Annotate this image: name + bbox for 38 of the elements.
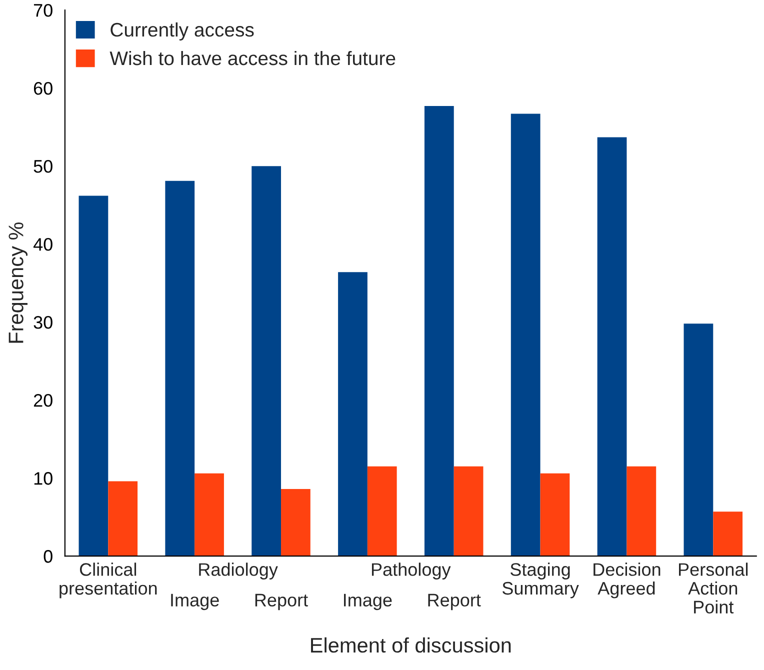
x-tick-label: Report bbox=[255, 594, 308, 610]
x-tick-label: Staging Summary bbox=[502, 562, 579, 598]
bar bbox=[281, 489, 310, 556]
y-tick-label: 70 bbox=[34, 4, 52, 17]
bar bbox=[713, 512, 743, 556]
y-tick-label: 30 bbox=[34, 316, 52, 329]
bar bbox=[108, 481, 138, 556]
bar bbox=[252, 166, 282, 556]
legend-label: Currently access bbox=[110, 22, 254, 41]
bar bbox=[510, 114, 540, 556]
bar bbox=[367, 466, 397, 556]
x-axis-title: Element of discussion bbox=[311, 637, 511, 653]
x-tick-label: Image bbox=[344, 594, 392, 610]
y-tick-label: 40 bbox=[33, 238, 52, 251]
bar bbox=[338, 272, 368, 556]
text: Pathology bbox=[372, 562, 451, 580]
bar bbox=[684, 324, 714, 556]
x-tick-label: Report bbox=[428, 594, 481, 610]
bar bbox=[424, 106, 454, 556]
text: Radiology bbox=[199, 562, 278, 580]
bar bbox=[540, 473, 570, 556]
y-tick-label: 0 bbox=[44, 550, 52, 563]
y-tick-label: 10 bbox=[34, 472, 52, 485]
bar bbox=[78, 196, 108, 556]
y-tick-label: 20 bbox=[34, 394, 52, 407]
x-tick-label: Image bbox=[171, 594, 219, 610]
y-tick-label: 50 bbox=[34, 160, 52, 173]
x-tick-label: Personal Action Point bbox=[679, 562, 748, 614]
bar bbox=[194, 473, 224, 556]
bar bbox=[626, 466, 656, 556]
bar bbox=[165, 180, 195, 556]
x-tick-label: Clinical presentation bbox=[60, 562, 157, 598]
y-tick-label: 60 bbox=[34, 82, 52, 95]
bar bbox=[454, 466, 484, 556]
x-tick-label: Decision Agreed bbox=[594, 562, 660, 598]
y-axis-title: Frequency % bbox=[8, 222, 28, 343]
legend-label: Wish to have access in the future bbox=[110, 50, 396, 66]
bar bbox=[597, 137, 627, 556]
